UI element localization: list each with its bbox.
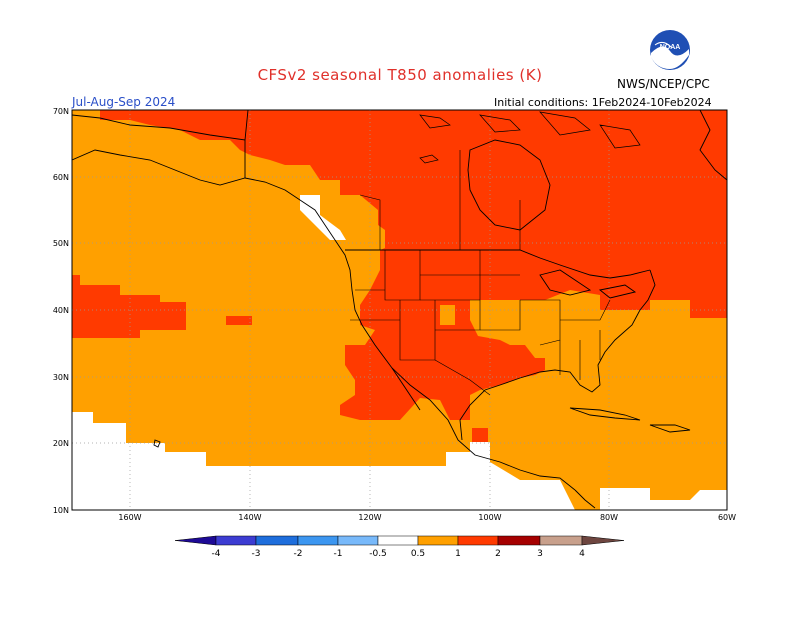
map-panel [72,110,727,510]
graticule [72,110,727,510]
colorbar-box [457,535,499,546]
latitude-labels: 70N 60N 50N 40N 30N 20N 10N [53,107,69,515]
colorbar-labels: -4 -3 -2 -1 -0.5 0.5 1 2 3 4 [212,549,586,559]
lon-label: 80W [600,513,618,522]
colorbar-label: -3 [252,549,261,559]
lat-label: 70N [53,107,69,116]
anomaly-1-2-regions [72,110,727,442]
lon-label: 120W [358,513,381,522]
colorbar-label: 2 [495,549,501,559]
lat-label: 60N [53,173,69,182]
lat-label: 50N [53,239,69,248]
colorbar-max-arrow [581,535,625,546]
colorbar-label: -1 [334,549,343,559]
lon-label: 140W [238,513,261,522]
lon-label: 60W [718,513,736,522]
initial-conditions-label: Initial conditions: 1Feb2024-10Feb2024 [494,96,712,109]
lat-label: 30N [53,373,69,382]
colorbar-min-arrow [174,535,217,546]
colorbar-label: -2 [294,549,303,559]
colorbar-label: 3 [537,549,543,559]
lon-label: 160W [118,513,141,522]
lon-label: 100W [478,513,501,522]
colorbar-box [497,535,541,546]
colorbar-box [377,535,419,546]
lat-label: 10N [53,506,69,515]
agency-label: NWS/NCEP/CPC [617,77,710,91]
coastlines [72,110,727,509]
season-label: Jul-Aug-Sep 2024 [72,95,176,109]
state-borders [350,150,611,396]
colorbar-box [215,535,257,546]
colorbar-label: -0.5 [369,549,387,559]
noaa-logo-icon: NOAA [650,30,690,70]
colorbar-box [337,535,379,546]
neutral-regions [72,195,727,510]
map-frame [71,109,728,511]
lat-label: 20N [53,439,69,448]
colorbar-box [255,535,299,546]
colorbar-boxes [174,535,625,546]
lat-label: 40N [53,306,69,315]
colorbar-label: 0.5 [411,549,425,559]
noaa-logo-text: NOAA [660,44,681,51]
colorbar-label: 1 [455,549,461,559]
colorbar-box [539,535,583,546]
colorbar-box [417,535,459,546]
longitude-labels: 160W 140W 120W 100W 80W 60W [118,513,736,522]
colorbar-label: 4 [579,549,585,559]
anomaly-0.5-1-interior [440,300,545,358]
map-title: CFSv2 seasonal T850 anomalies (K) [257,66,543,84]
colorbar-label: -4 [212,549,221,559]
arctic-islands [419,111,641,164]
colorbar-box [297,535,339,546]
